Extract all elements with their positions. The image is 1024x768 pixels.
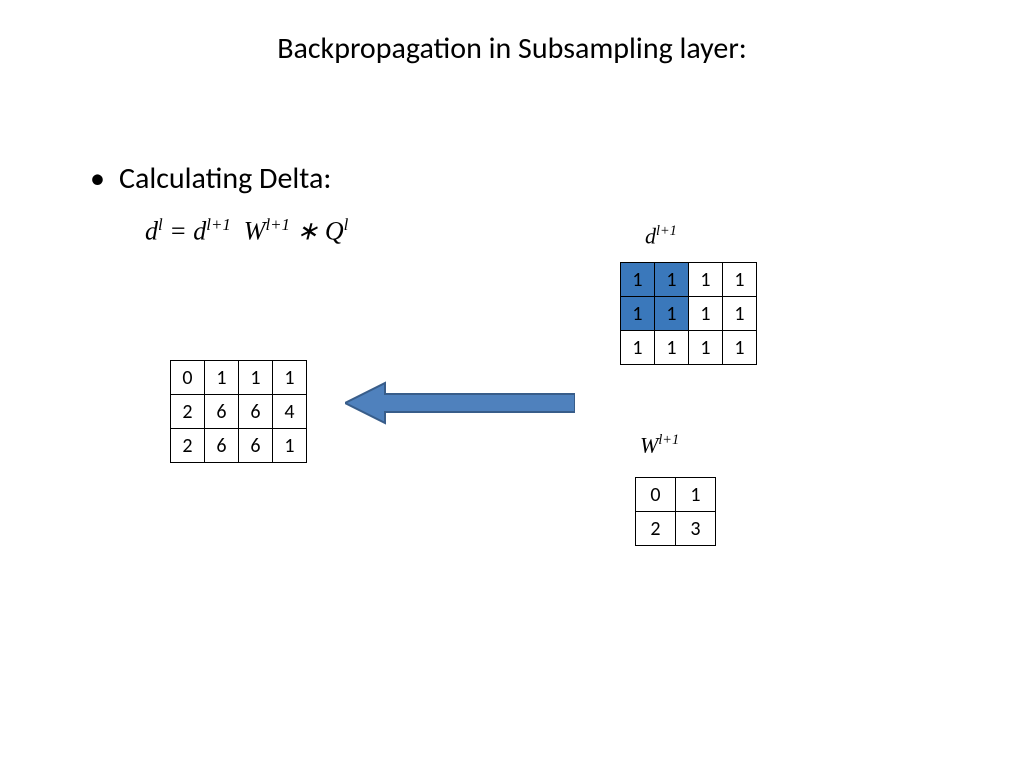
cell: 3 [676, 512, 716, 546]
left-arrow-icon [345, 380, 575, 426]
cell: 1 [689, 297, 723, 331]
cell: 0 [636, 478, 676, 512]
formula-star: ∗ [297, 217, 325, 246]
cell: 1 [655, 297, 689, 331]
formula-Q-sup: l [344, 215, 349, 234]
w-l1-base: W [640, 432, 658, 457]
formula-Q: Q [325, 217, 344, 246]
cell: 1 [621, 263, 655, 297]
arrow-shape [345, 383, 575, 423]
formula: dl = dl+1 Wl+1 ∗ Ql [145, 215, 348, 247]
slide-title: Backpropagation in Subsampling layer: [0, 30, 1024, 67]
cell: 1 [689, 331, 723, 365]
cell: 1 [676, 478, 716, 512]
cell: 1 [655, 263, 689, 297]
cell: 1 [273, 429, 307, 463]
cell: 6 [205, 395, 239, 429]
cell: 1 [239, 361, 273, 395]
cell: 4 [273, 395, 307, 429]
cell: 6 [239, 395, 273, 429]
formula-d2: d [193, 217, 206, 246]
result-grid: 0 1 1 1 2 6 6 4 2 6 6 1 [170, 360, 307, 463]
w-l1-label: Wl+1 [640, 432, 679, 458]
cell: 1 [723, 331, 757, 365]
formula-d2-sup: l+1 [206, 215, 231, 234]
formula-W: W [244, 217, 266, 246]
formula-d: d [145, 217, 158, 246]
formula-eq: = [169, 217, 193, 246]
bullet-calculating-delta: Calculating Delta: [90, 160, 331, 197]
cell: 1 [621, 331, 655, 365]
w-l1-sup: l+1 [658, 432, 679, 448]
cell: 2 [171, 429, 205, 463]
cell: 6 [205, 429, 239, 463]
cell: 6 [239, 429, 273, 463]
cell: 0 [171, 361, 205, 395]
d-l1-base: d [645, 223, 656, 248]
formula-W-sup: l+1 [265, 215, 290, 234]
cell: 1 [205, 361, 239, 395]
d-l1-sup: l+1 [656, 223, 677, 239]
formula-d-sup: l [158, 215, 163, 234]
cell: 1 [621, 297, 655, 331]
cell: 1 [723, 297, 757, 331]
w-grid: 0 1 2 3 [635, 477, 716, 546]
cell: 2 [171, 395, 205, 429]
cell: 1 [273, 361, 307, 395]
d-l1-label: dl+1 [645, 223, 677, 249]
cell: 1 [689, 263, 723, 297]
cell: 1 [723, 263, 757, 297]
d-grid: 1 1 1 1 1 1 1 1 1 1 1 1 [620, 262, 757, 365]
cell: 2 [636, 512, 676, 546]
cell: 1 [655, 331, 689, 365]
